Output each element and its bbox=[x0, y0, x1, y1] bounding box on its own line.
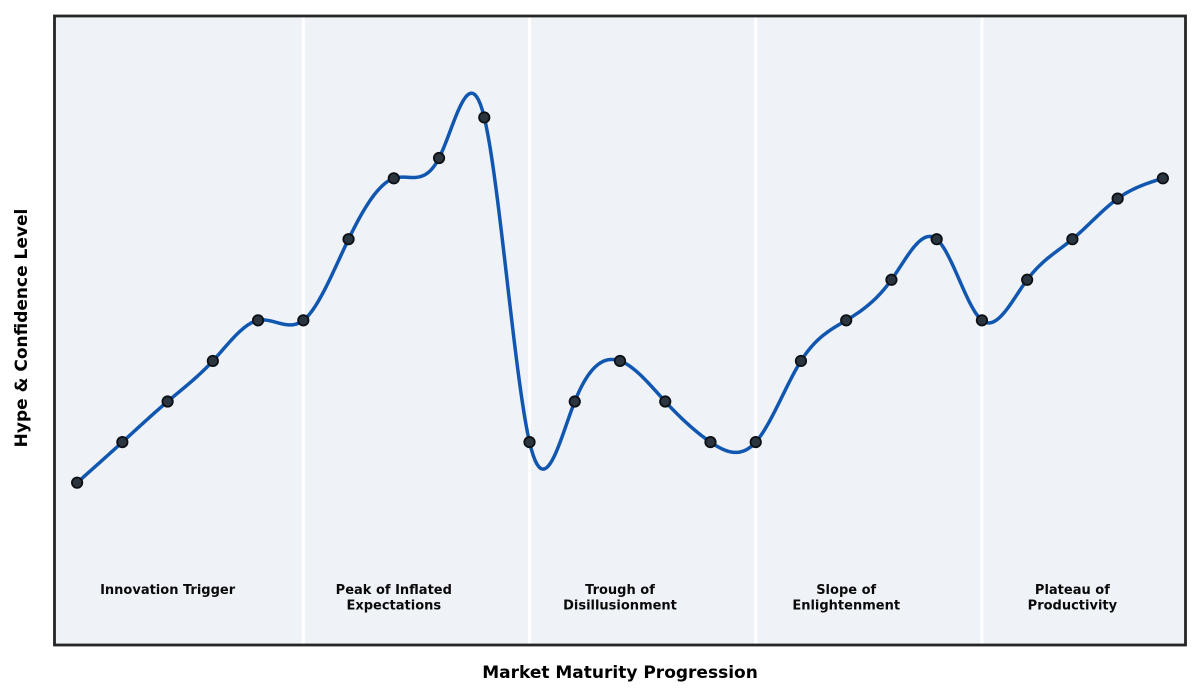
data-point bbox=[116, 435, 129, 449]
data-point bbox=[297, 314, 310, 327]
data-point bbox=[568, 395, 581, 408]
data-point bbox=[704, 435, 717, 449]
data-point bbox=[342, 233, 355, 246]
data-point bbox=[930, 233, 943, 246]
phase-separators bbox=[301, 17, 984, 644]
data-point bbox=[659, 395, 672, 408]
phase-label: Innovation Trigger bbox=[100, 583, 236, 598]
data-point bbox=[1111, 192, 1124, 205]
data-point bbox=[1021, 273, 1034, 286]
data-point bbox=[1066, 233, 1079, 246]
data-point bbox=[613, 354, 627, 368]
plot-area bbox=[53, 14, 1187, 647]
data-points bbox=[71, 111, 1169, 489]
data-point bbox=[840, 314, 853, 327]
data-point bbox=[885, 273, 898, 286]
data-point bbox=[523, 435, 536, 449]
data-point bbox=[206, 354, 219, 368]
data-point bbox=[387, 172, 400, 185]
phase-label: Trough of Disillusionment bbox=[563, 583, 677, 614]
data-point bbox=[251, 314, 265, 327]
data-point bbox=[478, 111, 491, 124]
data-point bbox=[794, 354, 808, 368]
data-point bbox=[749, 435, 762, 449]
phase-label: Peak of Inflated Expectations bbox=[336, 583, 452, 614]
data-point bbox=[432, 151, 446, 165]
x-axis-label: Market Maturity Progression bbox=[482, 663, 758, 683]
data-point bbox=[161, 395, 174, 408]
phase-labels: Innovation Trigger Peak of Inflated Expect… bbox=[100, 583, 1118, 614]
data-point bbox=[1156, 172, 1169, 185]
phase-label: Slope of Enlightenment bbox=[792, 583, 900, 614]
phase-label: Plateau of Productivity bbox=[1028, 583, 1118, 614]
y-axis-label: Hype & Confidence Level bbox=[12, 208, 32, 448]
data-point bbox=[71, 476, 84, 489]
data-point bbox=[975, 314, 989, 327]
